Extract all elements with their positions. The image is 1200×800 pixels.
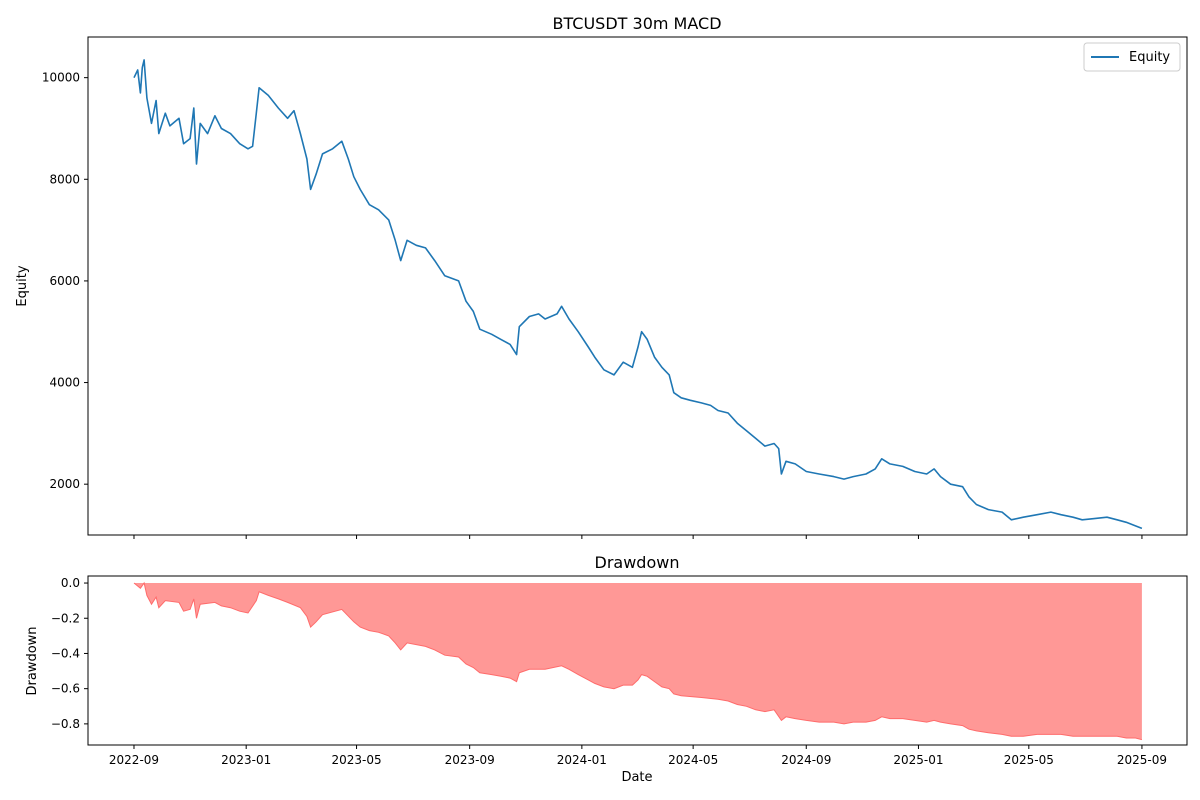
equity-chart-title: BTCUSDT 30m MACD [552,14,721,33]
equity-y-tick-label: 2000 [49,477,80,491]
drawdown-chart-title: Drawdown [595,553,680,572]
equity-y-tick-label: 4000 [49,376,80,390]
drawdown-area-edge [133,581,1143,741]
drawdown-x-tick-label: 2025-09 [1117,753,1167,767]
equity-x-axis [133,535,1143,539]
drawdown-x-tick-label: 2025-01 [893,753,943,767]
drawdown-y-tick-label: −0.4 [51,646,80,660]
drawdown-panel: Drawdown −0.8 −0.6 −0.4 −0.2 0.0 2022-09 2023… [25,553,1188,785]
drawdown-x-axis: 2022-09 2023-01 2023-05 2023-09 2024-01 2024-… [109,745,1167,767]
drawdown-y-tick-label: −0.2 [51,611,80,625]
drawdown-x-tick-label: 2022-09 [109,753,159,767]
legend-equity-label: Equity [1129,50,1170,65]
drawdown-x-tick-label: 2023-01 [221,753,271,767]
equity-y-axis: 2000 4000 6000 8000 10000 [42,71,88,491]
equity-axes-frame [87,36,1188,536]
equity-series-line [133,59,1143,530]
drawdown-y-axis: −0.8 −0.6 −0.4 −0.2 0.0 [51,576,88,731]
drawdown-x-tick-label: 2024-01 [557,753,607,767]
drawdown-x-tick-label: 2025-05 [1004,753,1054,767]
drawdown-y-tick-label: −0.8 [51,717,80,731]
equity-y-tick-label: 6000 [49,274,80,288]
drawdown-x-tick-label: 2023-05 [331,753,381,767]
equity-y-tick-label: 8000 [49,172,80,186]
drawdown-area-fill [134,583,1142,740]
drawdown-plot-area [133,581,1143,741]
equity-plot-area [133,59,1143,530]
drawdown-y-axis-label: Drawdown [25,626,40,695]
equity-panel: BTCUSDT 30m MACD 2000 4000 6000 8000 10000 E… [15,14,1188,539]
drawdown-axes-frame [87,575,1188,746]
drawdown-y-tick-label: 0.0 [61,576,80,590]
drawdown-x-tick-label: 2024-05 [668,753,718,767]
legend-box [1083,42,1181,72]
drawdown-x-tick-label: 2024-09 [781,753,831,767]
drawdown-x-axis-label: Date [621,770,652,785]
equity-y-tick-label: 10000 [42,71,80,85]
equity-legend: Equity [1083,42,1181,72]
drawdown-y-tick-label: −0.6 [51,682,80,696]
drawdown-x-tick-label: 2023-09 [445,753,495,767]
equity-y-axis-label: Equity [15,265,30,306]
